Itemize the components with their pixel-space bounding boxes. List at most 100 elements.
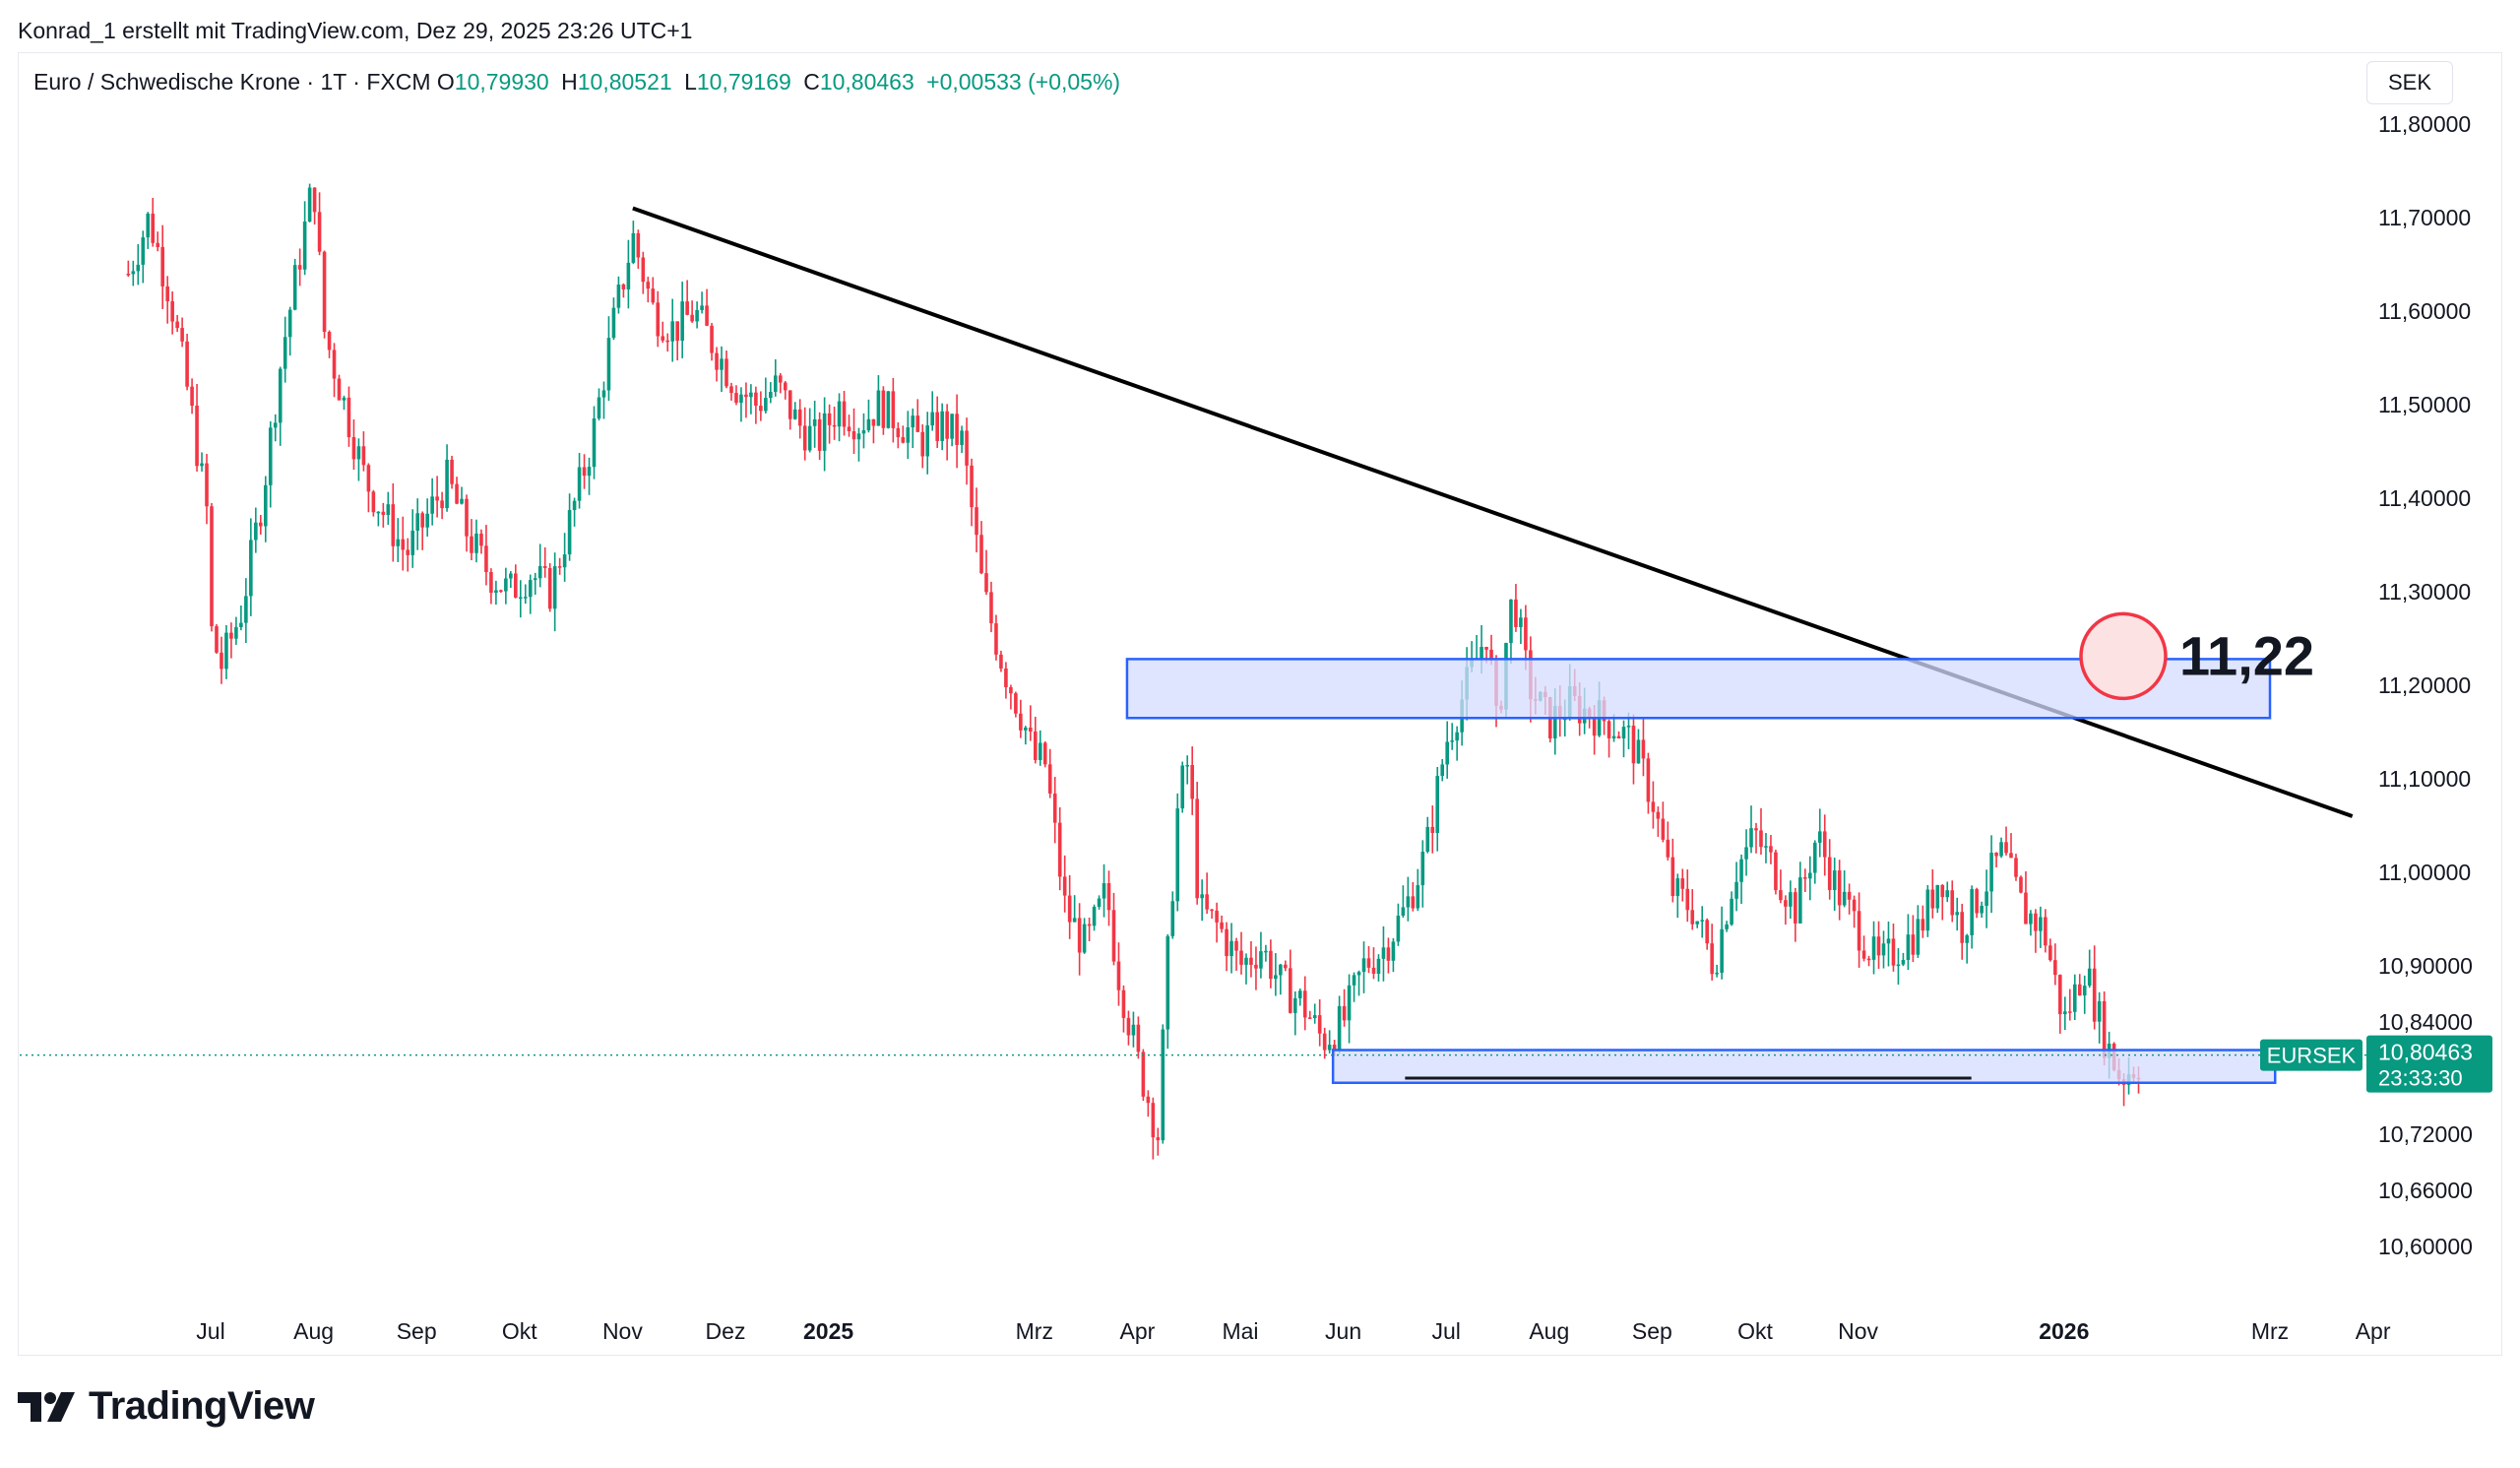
time-tick-label: Aug <box>293 1318 334 1344</box>
candle-body <box>1734 881 1738 899</box>
candle-body <box>239 622 243 628</box>
candle-body <box>1656 811 1661 819</box>
price-tick-label: 11,80000 <box>2378 111 2471 137</box>
legend-symbol[interactable]: Euro / Schwedische Krone · 1T · FXCM <box>33 69 431 95</box>
candle-body <box>278 368 283 423</box>
candle-body <box>1901 960 1906 965</box>
candle-body <box>1361 958 1366 973</box>
candle-body <box>1749 828 1753 848</box>
candle-body <box>592 418 597 468</box>
candle-body <box>141 237 146 265</box>
candle-body <box>1440 764 1445 777</box>
candle-body <box>1715 972 1719 975</box>
candle-body <box>891 391 896 428</box>
candle-body <box>915 415 920 432</box>
legend-high-value: 10,80521 <box>577 69 672 95</box>
candle-body <box>1779 890 1783 901</box>
candle-body <box>847 426 851 432</box>
candle-body <box>1837 870 1842 906</box>
legend-low-value: 10,79169 <box>696 69 791 95</box>
candle-body <box>2004 842 2008 854</box>
candle-body <box>989 592 993 624</box>
candle-body <box>1960 912 1964 943</box>
candle-body <box>479 533 483 546</box>
candle-body <box>1092 907 1097 926</box>
candle-body <box>1215 910 1219 923</box>
time-tick-label: Nov <box>1838 1318 1878 1344</box>
candle-body <box>797 409 802 426</box>
candle-body <box>1980 905 1984 914</box>
candle-body <box>1999 842 2003 857</box>
candle-body <box>1302 990 1307 1018</box>
candle-body <box>346 397 351 437</box>
candle-body <box>1509 599 1513 644</box>
candle-body <box>999 654 1003 669</box>
candle-body <box>606 338 611 391</box>
candle-body <box>1592 718 1597 736</box>
candle-body <box>2024 892 2028 925</box>
candle-body <box>200 463 204 467</box>
candle-body <box>215 626 219 653</box>
candle-body <box>940 411 944 441</box>
candle-body <box>1906 934 1911 961</box>
candle-body <box>1925 889 1930 931</box>
candle-body <box>292 265 297 310</box>
candle-body <box>970 465 974 508</box>
currency-button[interactable]: SEK <box>2366 61 2453 104</box>
candle-body <box>1161 1029 1166 1141</box>
candle-body <box>465 498 469 537</box>
candle-body <box>1680 878 1685 889</box>
candle-body <box>1411 896 1416 909</box>
candle-body <box>1626 726 1631 728</box>
candle-body <box>1259 951 1263 969</box>
candle-body <box>1425 826 1430 853</box>
time-tick-label: Aug <box>1529 1318 1569 1344</box>
time-tick-label: Dez <box>706 1318 746 1344</box>
candle-body <box>901 437 906 443</box>
candle-body <box>876 390 881 426</box>
candle-body <box>1067 895 1072 923</box>
resistance-zone <box>1125 658 2272 720</box>
candle-body <box>2058 975 2062 1015</box>
candle-body <box>156 242 160 247</box>
candle-body <box>1921 919 1925 931</box>
time-tick-label: Nov <box>602 1318 643 1344</box>
candle-body <box>514 573 518 598</box>
candle-body <box>1082 924 1087 953</box>
candle-body <box>601 390 606 398</box>
candle-body <box>1774 852 1778 891</box>
candle-body <box>1014 693 1018 714</box>
bar-countdown: 23:33:30 <box>2378 1066 2463 1091</box>
candle-body <box>2048 945 2052 961</box>
time-tick-label: Apr <box>1120 1318 1156 1344</box>
price-tick-label: 11,30000 <box>2378 579 2471 605</box>
candle-body <box>136 264 141 272</box>
candle-body <box>1754 828 1758 831</box>
candle-body <box>744 394 748 398</box>
candle-body <box>1170 901 1175 936</box>
candle-body <box>220 652 223 670</box>
candle-body <box>1121 989 1126 1018</box>
candle-body <box>533 578 537 581</box>
candle-body <box>587 467 592 477</box>
candle-body <box>1116 961 1121 990</box>
tradingview-logo[interactable]: TradingView <box>18 1384 315 1429</box>
candle-body <box>2062 1011 2067 1015</box>
candle-body <box>2053 960 2057 976</box>
candle-body <box>126 274 131 276</box>
candle-body <box>557 566 562 568</box>
price-tick-label: 10,84000 <box>2378 1009 2473 1035</box>
price-axis: 11,80000 11,70000 11,60000 11,50000 11,40000… <box>2260 111 2492 1259</box>
candle-body <box>955 414 959 445</box>
candle-body <box>1661 818 1666 840</box>
candle-body <box>195 406 199 467</box>
candle-body <box>401 539 406 550</box>
candle-body <box>871 418 876 426</box>
candle-body <box>1205 894 1209 910</box>
candle-body <box>254 522 258 541</box>
candle-body <box>1322 1033 1327 1051</box>
candle-body <box>185 341 189 387</box>
candle-body <box>911 415 915 428</box>
candle-body <box>1052 793 1057 823</box>
